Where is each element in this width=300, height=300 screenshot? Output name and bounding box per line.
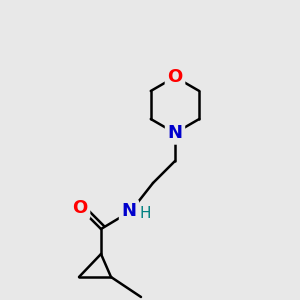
- Text: N: N: [122, 202, 136, 220]
- Text: O: O: [167, 68, 183, 86]
- Text: H: H: [139, 206, 151, 221]
- Text: N: N: [167, 124, 182, 142]
- Text: O: O: [72, 199, 88, 217]
